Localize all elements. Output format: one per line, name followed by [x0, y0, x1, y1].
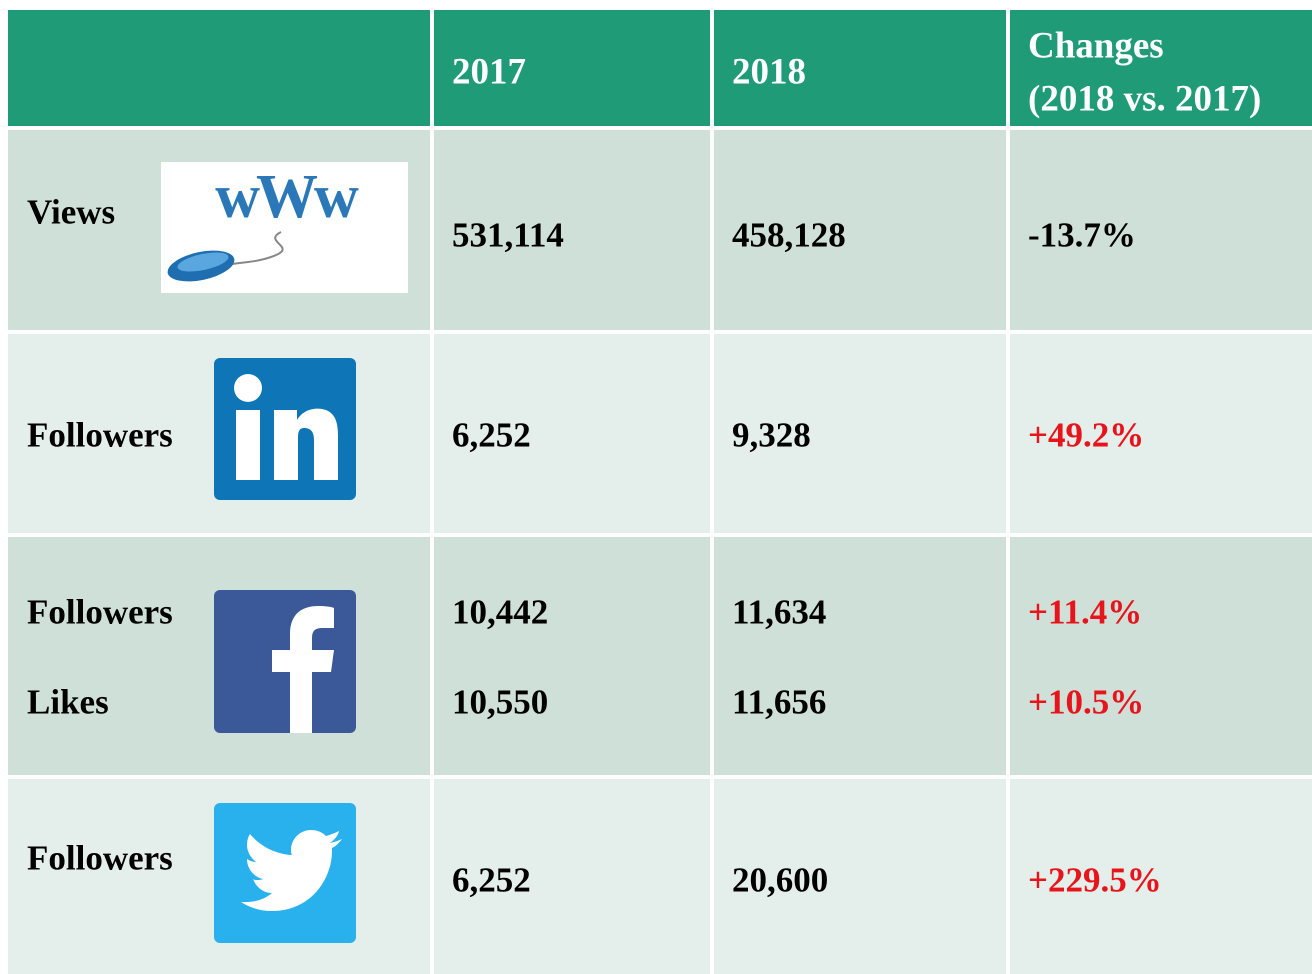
- value-2018: 11,656: [732, 682, 827, 722]
- svg-text:wWw: wWw: [215, 163, 359, 231]
- header-label: 2017: [452, 51, 526, 93]
- header-label: 2018: [732, 51, 806, 93]
- www-icon: wWw: [161, 162, 408, 293]
- facebook-icon: [214, 590, 356, 733]
- linkedin-icon: [214, 358, 356, 500]
- header-cell: [434, 10, 710, 126]
- value-2018: 11,634: [732, 592, 827, 632]
- row-label: Likes: [27, 682, 109, 722]
- change: +49.2%: [1028, 415, 1145, 455]
- header-cell: [8, 10, 430, 126]
- row-cell: [1010, 130, 1312, 330]
- row-cell: [434, 334, 710, 533]
- change: +10.5%: [1028, 682, 1145, 722]
- value-2017: 10,442: [452, 592, 549, 632]
- value-2017: 6,252: [452, 415, 531, 455]
- header-cell: [1010, 10, 1312, 126]
- value-2018: 20,600: [732, 860, 829, 900]
- row-cell: [434, 779, 710, 974]
- value-2017: 531,114: [452, 215, 564, 255]
- row-cell: [714, 334, 1006, 533]
- value-2018: 9,328: [732, 415, 811, 455]
- change: +11.4%: [1028, 592, 1143, 632]
- row-cell: [714, 130, 1006, 330]
- row-label: Followers: [27, 415, 173, 455]
- row-cell: [1010, 334, 1312, 533]
- value-2017: 6,252: [452, 860, 531, 900]
- row-label: Views: [27, 192, 116, 232]
- row-cell: [434, 130, 710, 330]
- row-cell: [714, 537, 1006, 775]
- row-label: Followers: [27, 592, 173, 632]
- value-2018: 458,128: [732, 215, 846, 255]
- value-2017: 10,550: [452, 682, 549, 722]
- change: -13.7%: [1028, 215, 1136, 255]
- change: +229.5%: [1028, 860, 1162, 900]
- row-cell: [714, 779, 1006, 974]
- row-cell: [1010, 537, 1312, 775]
- twitter-icon: [214, 803, 356, 943]
- header-label: (2018 vs. 2017): [1028, 78, 1262, 120]
- row-label: Followers: [27, 838, 173, 878]
- header-label: Changes: [1028, 25, 1164, 67]
- row-cell: [434, 537, 710, 775]
- row-cell: [1010, 779, 1312, 974]
- header-cell: [714, 10, 1006, 126]
